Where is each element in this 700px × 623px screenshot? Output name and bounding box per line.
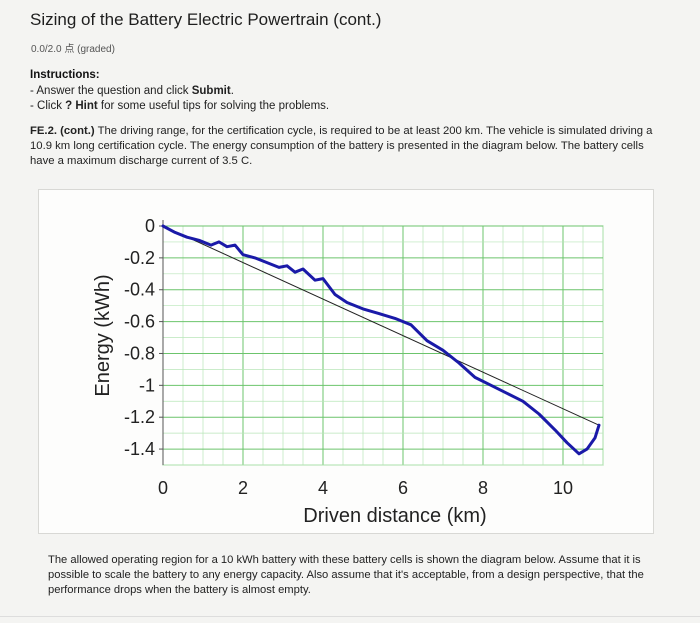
instruction-line-1: - Answer the question and click Submit. (30, 85, 234, 97)
x-tick-label: 4 (318, 478, 328, 498)
chart-series (161, 224, 601, 456)
instruction-1-prefix: - Answer the question and click (30, 85, 192, 97)
y-tick-label: -1 (139, 375, 155, 395)
y-tick-label: -1.4 (124, 439, 155, 459)
x-tick-label: 0 (158, 478, 168, 498)
instructions-heading: Instructions: (30, 69, 100, 81)
score-status: 0.0/2.0 点 (graded) (31, 44, 115, 55)
chart-axes (159, 220, 164, 465)
y-tick-label: -0.8 (124, 343, 155, 363)
instruction-2-suffix: for some useful tips for solving the pro… (97, 100, 330, 112)
instruction-line-2: - Click ? Hint for some useful tips for … (30, 100, 329, 112)
question-body: The driving range, for the certification… (30, 125, 653, 167)
y-tick-label: -0.2 (124, 248, 155, 268)
chart-labels: 0-0.2-0.4-0.6-0.8-1-1.2-1.40 2 4 6 8 10Driven… (92, 216, 573, 527)
y-axis-title: Energy (kWh) (92, 274, 114, 396)
footer-text: The allowed operating region for a 10 kW… (48, 554, 644, 596)
question-text: FE.2. (cont.) The driving range, for the… (30, 124, 655, 169)
instruction-1-suffix: . (230, 85, 234, 97)
y-tick-label: -0.4 (124, 280, 155, 300)
x-tick-label: 8 (478, 478, 488, 498)
y-tick-label: 0 (145, 216, 155, 236)
x-tick-label: 6 (398, 478, 408, 498)
x-axis-title: Driven distance (km) (303, 505, 486, 527)
divider (0, 616, 700, 617)
x-tick-label: 2 (238, 478, 248, 498)
x-tick-label: 10 (553, 478, 573, 498)
page-title: Sizing of the Battery Electric Powertrai… (30, 10, 382, 29)
chart-grid (162, 225, 604, 466)
energy-consumption-line (161, 224, 601, 456)
question-id: FE.2. (cont.) (30, 125, 95, 137)
hint-ref: ? Hint (65, 100, 98, 112)
reference-trend-line (162, 225, 600, 426)
submit-ref: Submit (191, 85, 231, 97)
energy-chart: 0 -0.2 -0.4 -0.6 -0.8 -1 -1.2 -1.4 0 2 4 6 8 10 Driven… (38, 189, 654, 534)
y-tick-label: -0.6 (124, 312, 155, 332)
instruction-2-prefix: - Click (30, 100, 66, 112)
y-tick-label: -1.2 (124, 407, 155, 427)
energy-chart-svg: 0-0.2-0.4-0.6-0.8-1-1.2-1.40 2 4 6 8 10Driven… (92, 216, 604, 527)
